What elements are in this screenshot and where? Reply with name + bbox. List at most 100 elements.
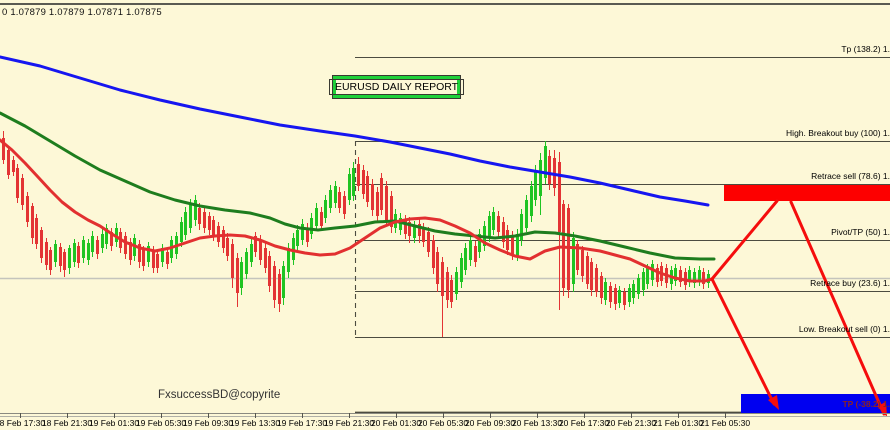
report-title-label: EURUSD DAILY REPORT [328, 79, 465, 95]
candle-body [385, 186, 388, 220]
candle-body [161, 248, 164, 262]
candle-body [315, 208, 318, 226]
candle-body [282, 266, 285, 298]
candle-body [184, 212, 187, 235]
candle-body [646, 268, 649, 284]
ma-fast-red [0, 138, 714, 283]
chart-top-border [0, 3, 890, 5]
candle-body [516, 234, 519, 256]
candle-body [254, 236, 257, 252]
time-axis-label: 20 Feb 01:30 [370, 418, 422, 428]
projection-up [710, 199, 779, 281]
time-axis-tick [208, 413, 209, 418]
candle-body [436, 252, 439, 284]
candle-body [82, 240, 85, 258]
time-axis-tick [490, 413, 491, 418]
candle-body [7, 150, 10, 175]
candle-body [702, 272, 705, 284]
candle-body [147, 246, 150, 262]
candle-body [208, 216, 211, 230]
candle-body [441, 262, 444, 296]
candle-body [68, 248, 71, 268]
candle-body [581, 250, 584, 276]
candle-body [21, 178, 24, 205]
candle-body [180, 222, 183, 242]
fib-label-high-breakout-buy-100: High. Breakout buy (100) 1. [786, 128, 890, 138]
time-axis-tick [67, 413, 68, 418]
candle-body [35, 218, 38, 244]
time-axis-label: 19 Feb 01:30 [88, 418, 140, 428]
candle-body [539, 160, 542, 196]
candle-body [96, 240, 99, 254]
time-axis-tick [302, 413, 303, 418]
fib-label-retrace-buy-23: Retrace buy (23.6) 1. [810, 278, 890, 288]
candle-body [558, 162, 561, 232]
candle-body [399, 218, 402, 230]
candle-body [357, 164, 360, 186]
time-axis-tick [161, 413, 162, 418]
candle-body [572, 238, 575, 284]
candle-body [287, 248, 290, 272]
ohlc-quote-text: 0 1.07879 1.07879 1.07871 1.07875 [2, 7, 162, 18]
candle-body [418, 224, 421, 236]
candle-body [166, 252, 169, 264]
axis-separator-line [0, 413, 890, 414]
candle-body [348, 174, 351, 200]
candle-body [115, 228, 118, 242]
candle-body [432, 240, 435, 268]
candle-body [194, 200, 197, 220]
candle-body [464, 248, 467, 270]
time-axis-tick [725, 413, 726, 418]
candle-body [534, 170, 537, 200]
time-axis-tick [396, 413, 397, 418]
time-axis-tick [584, 413, 585, 418]
candle-body [688, 270, 691, 282]
candle-body [142, 250, 145, 266]
time-axis-label: 21 Feb 01:30 [652, 418, 704, 428]
candle-body [693, 272, 696, 283]
candle-body [268, 256, 271, 286]
candle-body [567, 208, 570, 290]
projection-down-right [789, 200, 886, 416]
candle-body [450, 280, 453, 302]
candle-body [324, 200, 327, 218]
fib-label-tp-138: Tp (138.2) 1. [841, 44, 890, 54]
candle-body [217, 226, 220, 242]
candle-body [390, 196, 393, 227]
candle-body [54, 244, 57, 262]
candle-body [87, 243, 90, 260]
candle-body [77, 246, 80, 263]
candle-body [329, 190, 332, 208]
time-axis-tick [114, 413, 115, 418]
candle-body [371, 184, 374, 210]
sell-zone-rect [724, 185, 890, 201]
candle-body [506, 230, 509, 250]
candle-body [306, 228, 309, 242]
time-axis-label: 18 Feb 17:30 [0, 418, 46, 428]
candle-body [609, 286, 612, 302]
candle-body [413, 226, 416, 238]
candle-body [31, 206, 34, 238]
axis-separator-line-2 [0, 416, 890, 417]
candle-body [642, 272, 645, 290]
candle-body [502, 222, 505, 242]
candle-body [334, 186, 337, 203]
candle-body [212, 220, 215, 236]
candle-body [105, 228, 108, 244]
time-axis-label: 20 Feb 09:30 [464, 418, 516, 428]
candle-body [511, 236, 514, 254]
candle-body [129, 242, 132, 260]
candle-body [292, 238, 295, 260]
candle-body [222, 230, 225, 248]
candle-body [320, 212, 323, 226]
candle-body [296, 230, 299, 246]
time-axis-label: 19 Feb 13:30 [229, 418, 281, 428]
candle-body [63, 252, 66, 270]
time-axis-tick [678, 413, 679, 418]
candle-body [618, 290, 621, 303]
candle-body [492, 212, 495, 230]
time-axis-tick [537, 413, 538, 418]
time-axis-tick [20, 413, 21, 418]
